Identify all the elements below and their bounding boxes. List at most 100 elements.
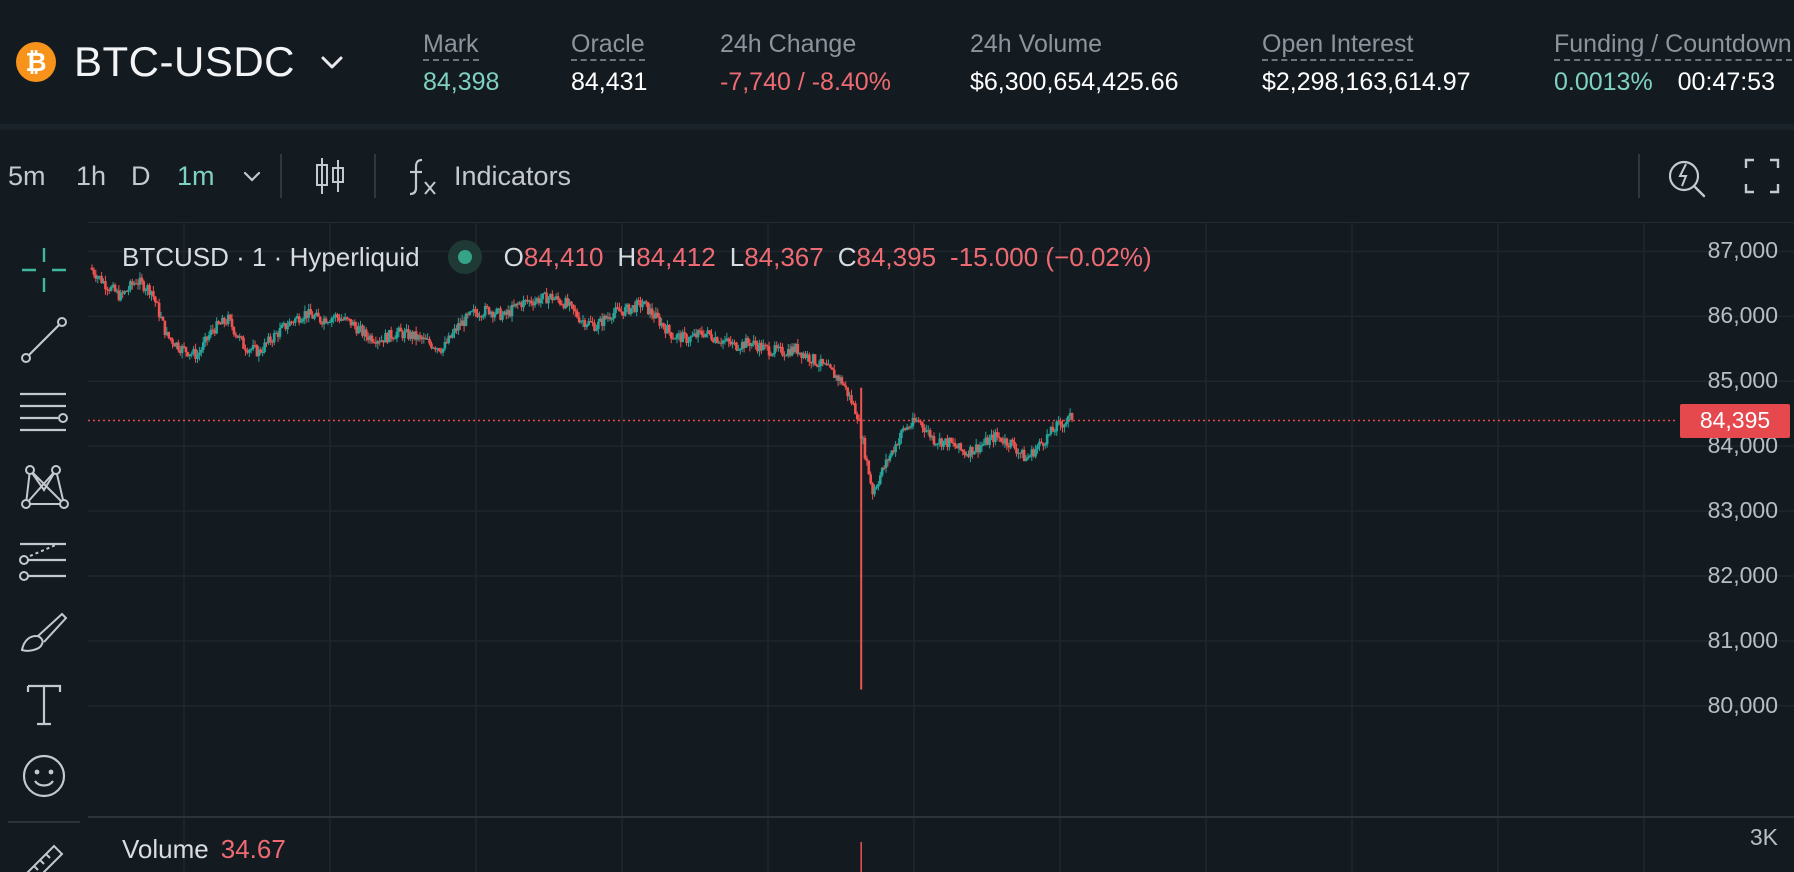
candle-body [190,353,194,355]
candle-body [278,328,282,337]
candle-body [928,430,932,438]
candle-body [919,420,922,423]
candle-body [455,328,458,331]
funding-label[interactable]: Funding / Countdown [1554,30,1792,61]
candle-body [708,330,711,334]
candle-body [198,352,201,356]
candle-body [831,367,834,370]
candle-body [420,336,424,340]
interval-5m[interactable]: 5m [8,161,46,191]
interval-d[interactable]: D [131,161,151,191]
candle-body [813,354,817,365]
candle-body [733,342,736,344]
candle-body [752,340,755,344]
candle-body [326,322,330,324]
candle-body [441,348,445,353]
candle-body [959,443,963,450]
candle-body [424,337,428,340]
candle-body [750,343,754,346]
candle-body [332,317,335,319]
candle-body [543,292,546,294]
candle-body [194,348,197,359]
candlestick-chart[interactable] [88,222,1794,872]
candle-body [842,383,846,386]
candle-body [936,443,940,445]
candle-body [1032,449,1036,457]
candle-body [434,347,437,350]
toolbar-divider [280,154,282,198]
volume-legend: Volume 34.67 [122,834,286,865]
pattern-xabcd-icon [21,465,69,509]
candle-body [957,443,961,449]
candle-body [838,377,842,381]
candle-body [428,338,431,344]
candle-body [416,335,420,340]
ruler-tool[interactable] [18,834,70,872]
candle-body [706,330,709,334]
candle-body [537,298,541,304]
candle-body [965,454,968,456]
interval-1h[interactable]: 1h [76,161,107,191]
candle-body [579,321,583,323]
candle-body [411,331,414,339]
candle-body [740,342,744,349]
candle-body [817,366,821,368]
candle-body [481,315,485,318]
candle-body [320,322,324,325]
quick-search-icon[interactable] [1666,154,1710,198]
candle-body [280,325,284,329]
open-interest-label[interactable]: Open Interest [1262,30,1414,61]
projection-tool[interactable] [18,534,70,586]
candle-body [209,329,213,336]
candle-body [430,343,433,349]
drawing-toolbar [0,222,88,872]
candle-body [894,444,897,453]
candle-body [633,305,637,312]
candle-body [167,331,171,338]
candlestick-type-icon[interactable] [313,154,347,198]
emoji-tool[interactable] [18,750,70,802]
pattern-tool[interactable] [18,460,70,512]
crosshair-tool[interactable] [18,244,70,296]
oracle-label[interactable]: Oracle [571,30,645,61]
candle-body [683,332,686,335]
candle-body [652,315,656,319]
chevron-down-icon[interactable] [240,164,264,188]
volume-label: Volume [122,834,209,864]
candle-body [685,334,688,343]
candle-body [773,345,777,354]
brush-tool[interactable] [18,606,70,658]
candle-body [756,344,759,352]
candle-body [376,341,380,344]
candle-body [988,437,991,445]
candle-body [303,311,307,320]
candle-body [577,317,581,323]
candle-body [618,308,621,312]
trend-line-tool[interactable] [18,314,70,366]
candle-body [1068,413,1072,417]
candle-body [857,419,861,421]
price-chart[interactable]: BTCUSD · 1 · Hyperliquid O 84,410 H 84,412… [88,222,1794,872]
interval-selected[interactable]: 1m [177,161,215,191]
candle-body [1065,422,1068,425]
chevron-down-icon[interactable] [317,47,347,77]
candle-body [735,342,738,351]
candle-body [779,346,782,348]
candle-body [1020,449,1024,454]
candle-body [869,474,872,484]
candle-body [715,337,719,343]
change-24h-stat: 24h Change -7,740 / -8.40% [720,28,891,98]
fullscreen-icon[interactable] [1742,154,1782,198]
candle-body [942,440,945,447]
market-selector[interactable]: ₿ BTC-USDC [16,30,347,94]
candle-body [938,438,942,444]
candle-body [840,377,844,384]
candle-body [393,338,397,340]
mark-label[interactable]: Mark [423,30,479,61]
candle-body [549,293,552,298]
indicators-button[interactable]: Indicators [404,154,571,198]
text-tool[interactable] [18,678,70,730]
candle-body [951,442,955,444]
candle-body [746,338,750,343]
horizontal-lines-tool[interactable] [18,388,70,440]
